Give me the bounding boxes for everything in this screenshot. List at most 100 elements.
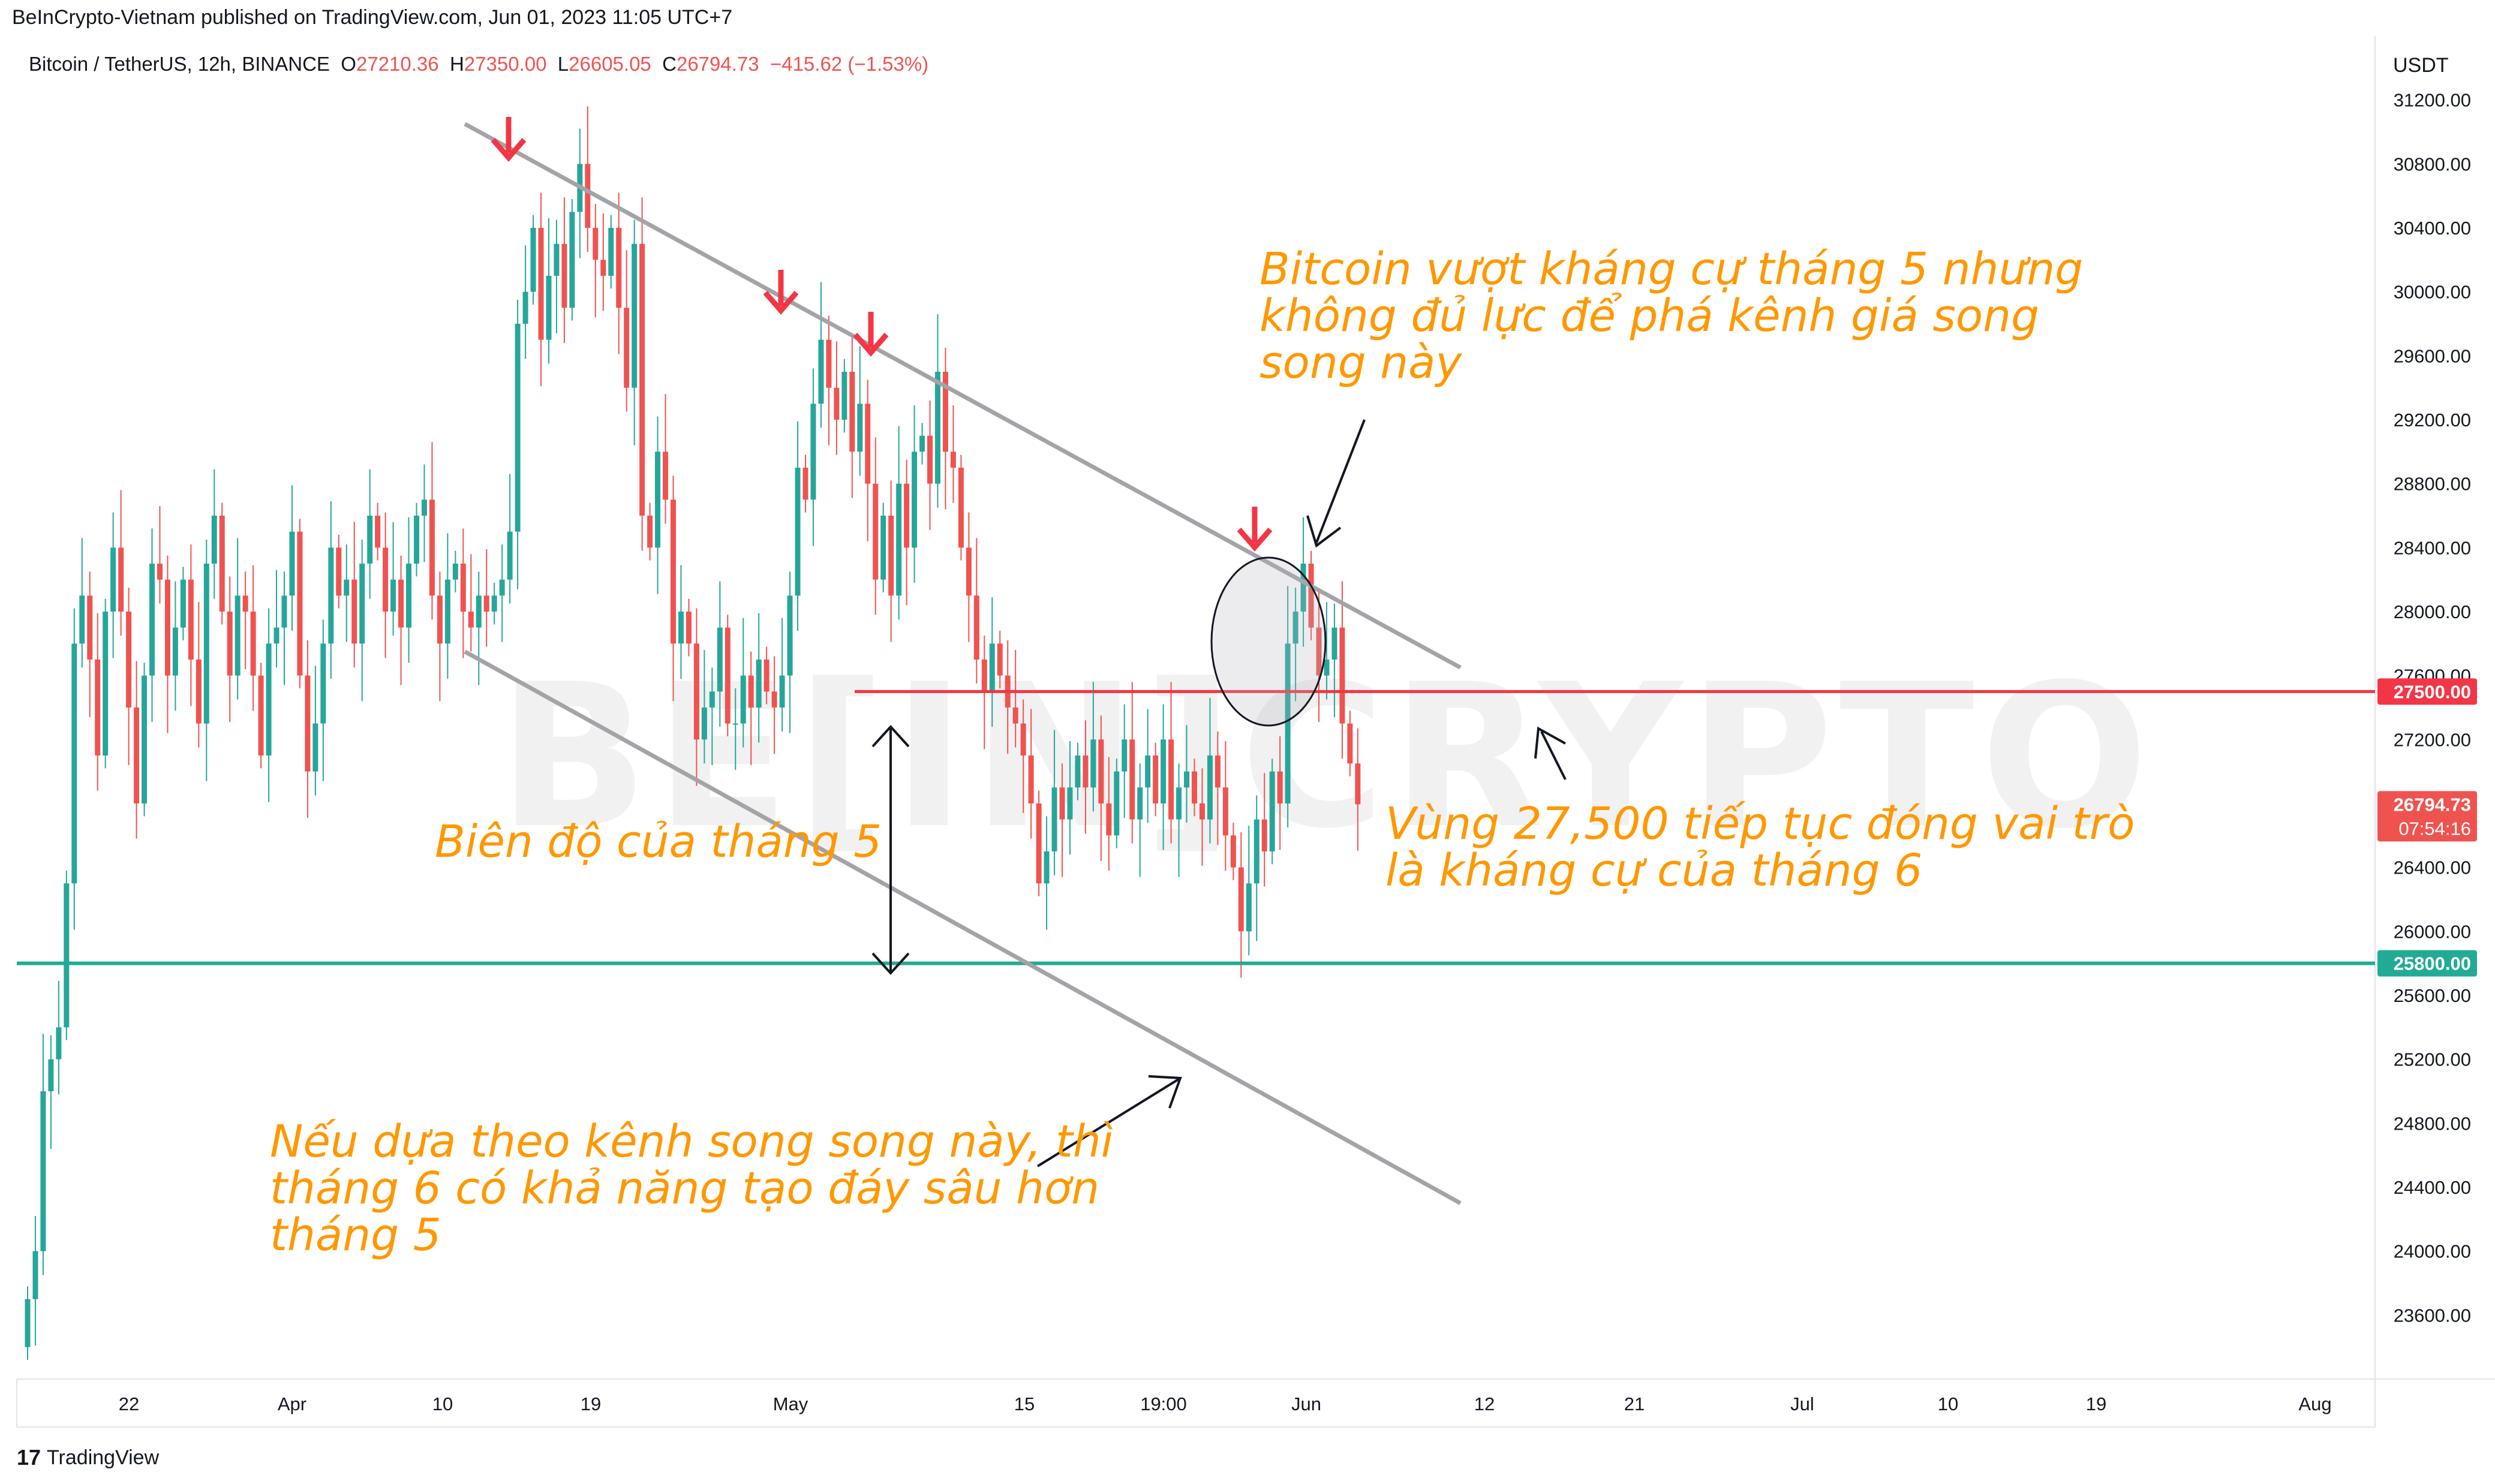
- y-tick-label: 27200.00: [2394, 729, 2471, 750]
- candle-body: [172, 627, 178, 676]
- pointer-arrow-zone: [1540, 731, 1567, 780]
- annotation-zone: Vùng 27,500 tiếp tục đóng vai trò là khá…: [1385, 798, 2135, 896]
- y-tick-label: 25200.00: [2394, 1049, 2471, 1070]
- candle-body: [79, 595, 85, 644]
- candle-body: [942, 372, 948, 452]
- close-value: 26794.73: [676, 53, 759, 75]
- candle-body: [912, 451, 918, 548]
- candle-body: [1161, 739, 1167, 803]
- tradingview-logo[interactable]: 17 TradingView: [17, 1445, 159, 1470]
- candle-body: [383, 547, 389, 612]
- candle-body: [1300, 564, 1306, 612]
- y-tick-label: 24000.00: [2394, 1241, 2471, 1262]
- candle-body: [763, 660, 769, 692]
- symbol-name[interactable]: Bitcoin / TetherUS, 12h, BINANCE: [29, 53, 330, 75]
- price-label-box: [2377, 678, 2477, 705]
- range-arrow-bottom-head: [871, 952, 910, 975]
- candle-body: [1129, 739, 1135, 820]
- candle-body: [1176, 787, 1182, 820]
- candle-body: [686, 612, 692, 644]
- x-tick-label: Apr: [278, 1393, 306, 1414]
- candle-body: [258, 675, 264, 755]
- candle-body: [818, 339, 824, 404]
- candle-body: [934, 372, 940, 484]
- price-label-text: 25800.00: [2394, 953, 2471, 974]
- candle-body: [421, 499, 427, 516]
- candle-body: [188, 579, 194, 660]
- candle-body: [48, 1059, 54, 1091]
- candle-body: [756, 660, 762, 708]
- price-change: −415.62 (−1.53%): [769, 53, 929, 75]
- candle-body: [1044, 851, 1050, 884]
- high-label: H: [449, 53, 464, 75]
- candle-body: [1137, 787, 1143, 820]
- candle-body: [149, 564, 155, 676]
- open-label: O: [341, 53, 356, 75]
- price-label-box: [2377, 791, 2477, 842]
- candle-body: [235, 595, 241, 676]
- annotation-range: Biên độ của tháng 5: [435, 816, 882, 868]
- candle-body: [359, 564, 365, 644]
- candle-body: [289, 531, 295, 596]
- candle-body: [1215, 755, 1221, 788]
- candle-body: [1028, 755, 1034, 803]
- candle-body: [678, 612, 684, 644]
- low-value: 26605.05: [569, 53, 651, 75]
- candle-body: [64, 883, 70, 1028]
- x-tick-label: 19: [581, 1393, 601, 1414]
- candle-body: [297, 531, 303, 676]
- annotation-channel: Nếu dựa theo kênh song song này, thì thá…: [270, 1116, 1114, 1261]
- y-tick-label: 28000.00: [2394, 601, 2471, 622]
- candle-body: [437, 595, 443, 644]
- candle-body: [250, 612, 256, 676]
- candle-body: [927, 435, 933, 484]
- candle-body: [1207, 755, 1213, 820]
- range-arrow-top-head: [871, 725, 910, 748]
- candle-body: [973, 595, 979, 660]
- candle-body: [989, 643, 995, 692]
- candle-body: [569, 212, 575, 308]
- pointer-arrow-channel-head: [1148, 1075, 1182, 1109]
- candle-body: [1292, 612, 1298, 644]
- candle-body: [950, 451, 956, 468]
- currency-label[interactable]: USDT: [2393, 54, 2449, 77]
- candle-body: [266, 643, 272, 755]
- candle-body: [919, 435, 925, 452]
- candle-body: [896, 483, 902, 596]
- candle-body: [810, 404, 816, 500]
- x-tick-label: Aug: [2298, 1393, 2331, 1414]
- countdown-label: 07:54:16: [2398, 818, 2471, 839]
- candle-body: [888, 516, 894, 596]
- candle-body: [476, 595, 482, 628]
- candle-body: [164, 579, 170, 676]
- x-tick-label: Jun: [1291, 1393, 1321, 1414]
- red-down-arrow-head: [491, 138, 527, 162]
- candle-body: [351, 579, 357, 644]
- candle-body: [515, 324, 521, 532]
- candle-body: [1090, 739, 1096, 788]
- tradingview-brand: TradingView: [47, 1446, 160, 1469]
- candle-body: [95, 660, 101, 755]
- candle-body: [1051, 787, 1057, 851]
- candle-body: [118, 547, 124, 612]
- candle-body: [312, 723, 318, 772]
- candle-body: [981, 660, 987, 692]
- candle-body: [1269, 771, 1275, 851]
- candle-body: [795, 468, 801, 596]
- candle-body: [344, 579, 350, 596]
- x-tick-label: 12: [1474, 1393, 1495, 1414]
- candle-body: [1192, 771, 1197, 803]
- candle-body: [849, 372, 855, 452]
- candle-body: [997, 643, 1003, 676]
- candle-body: [157, 564, 163, 580]
- candle-body: [1355, 763, 1361, 805]
- candle-body: [429, 499, 435, 596]
- candle-body: [1153, 755, 1159, 803]
- candle-body: [725, 627, 731, 724]
- candle-body: [468, 612, 474, 628]
- candle-body: [701, 708, 707, 740]
- candle-body: [966, 547, 972, 596]
- candle-body: [203, 564, 209, 724]
- candle-body: [1168, 739, 1174, 820]
